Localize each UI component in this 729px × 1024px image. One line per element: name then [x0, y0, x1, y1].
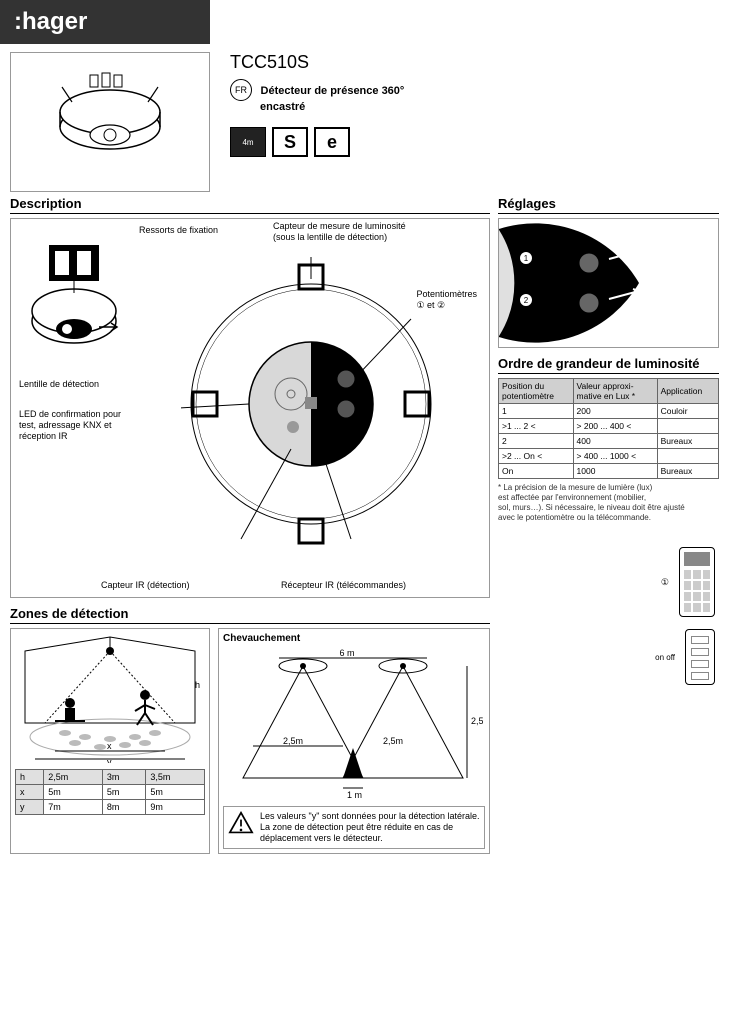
label-led: LED de confirmation pour test, adressage…	[19, 409, 139, 442]
label-recepteur-ir: Récepteur IR (télécommandes)	[281, 580, 406, 591]
table-cell: 5m	[44, 785, 103, 800]
label-capteur-ir: Capteur IR (détection)	[101, 580, 190, 591]
lux-cell: 1000	[573, 464, 657, 479]
lux-cell	[657, 419, 718, 434]
svg-text:x: x	[107, 741, 112, 751]
svg-text:2,5m: 2,5m	[283, 736, 303, 746]
overlap-icon: 6 m 2,5 m 2,5m 2,5m 1 m	[223, 648, 483, 798]
reglages-title: Réglages	[498, 196, 719, 214]
table-cell: 9m	[146, 800, 205, 815]
reglages-panel: 1 2	[498, 218, 719, 348]
lux-cell: On	[499, 464, 574, 479]
lux-cell: Bureaux	[657, 434, 718, 449]
product-subtitle-2: encastré	[260, 101, 305, 113]
product-illustration	[10, 52, 210, 192]
lux-cell	[657, 449, 718, 464]
model-number: TCC510S	[230, 52, 719, 73]
lux-cell: >2 ... On <	[499, 449, 574, 464]
lux-cell: Couloir	[657, 404, 718, 419]
table-cell: 8m	[102, 800, 145, 815]
ordre-title: Ordre de grandeur de luminosité	[498, 356, 719, 374]
description-title: Description	[10, 196, 490, 214]
table-hdr: 3m	[102, 770, 145, 785]
lux-hdr: Valeur approxi- mative en Lux *	[573, 379, 657, 404]
table-hdr: 3,5m	[146, 770, 205, 785]
table-row-hdr: y	[16, 800, 44, 815]
zones-title: Zones de détection	[10, 606, 490, 624]
product-subtitle-1: Détecteur de présence 360°	[261, 85, 405, 97]
sensor-side-icon	[19, 241, 139, 371]
sensor-front-icon	[181, 249, 441, 559]
lux-table: Position du potentiomètre Valeur approxi…	[498, 378, 719, 479]
lux-footnote: * La précision de la mesure de lumière (…	[498, 483, 719, 523]
lux-hdr: Application	[657, 379, 718, 404]
svg-text:h: h	[195, 680, 200, 690]
table-cell: 5m	[102, 785, 145, 800]
badge-4m: 4m	[230, 127, 266, 157]
zones-room-diagram: h x y h	[10, 628, 210, 854]
remote-1-row: ①	[502, 547, 715, 617]
lux-cell: 400	[573, 434, 657, 449]
label-ressorts: Ressorts de fixation	[139, 225, 218, 236]
table-hdr: h	[16, 770, 44, 785]
zones-panels: h x y h	[10, 628, 490, 854]
label-lentille: Lentille de détection	[19, 379, 99, 390]
chevauchement-title: Chevauchement	[223, 633, 485, 644]
remote-user-icon	[685, 629, 715, 685]
table-cell: 5m	[146, 785, 205, 800]
table-row-hdr: x	[16, 785, 44, 800]
zones-table: h 2,5m 3m 3,5m x 5m 5m 5m y 7m 8m	[15, 769, 205, 815]
lux-cell: > 200 ... 400 <	[573, 419, 657, 434]
warning-text: Les valeurs "y" sont données pour la dét…	[260, 811, 480, 844]
chevauchement-panel: Chevauchement 6 m 2,5 m 2,5m 2,5m	[218, 628, 490, 854]
adjustment-icon	[499, 219, 709, 347]
remote-2-row: on off	[502, 629, 715, 685]
sensor-icon	[40, 67, 180, 177]
svg-text:2,5m: 2,5m	[383, 736, 403, 746]
warning-icon	[228, 811, 254, 835]
description-panel: Ressorts de fixation Capteur de mesure d…	[10, 218, 490, 598]
lux-hdr: Position du potentiomètre	[499, 379, 574, 404]
brand-logo: :hager	[0, 0, 210, 44]
badge-s: S	[272, 127, 308, 157]
lux-cell: 2	[499, 434, 574, 449]
pot-num-2: 2	[519, 293, 533, 307]
lux-cell: Bureaux	[657, 464, 718, 479]
product-info: TCC510S FR Détecteur de présence 360° en…	[220, 52, 719, 192]
lux-cell: 200	[573, 404, 657, 419]
room-icon: h x y	[15, 633, 205, 763]
cert-badges: 4m S e	[230, 127, 719, 157]
remote-2-label: on off	[655, 653, 675, 662]
header-row: TCC510S FR Détecteur de présence 360° en…	[0, 44, 729, 196]
remotes-section: ① on off	[498, 543, 719, 689]
zones-warning: Les valeurs "y" sont données pour la dét…	[223, 806, 485, 849]
lux-cell: >1 ... 2 <	[499, 419, 574, 434]
lux-cell: 1	[499, 404, 574, 419]
badge-e: e	[314, 127, 350, 157]
remote-1-label: ①	[661, 577, 669, 588]
lux-cell: > 400 ... 1000 <	[573, 449, 657, 464]
table-cell: 7m	[44, 800, 103, 815]
table-hdr: 2,5m	[44, 770, 103, 785]
label-capteur-lum: Capteur de mesure de luminosité (sous la…	[273, 221, 406, 243]
language-badge: FR	[230, 79, 252, 101]
svg-text:2,5 m: 2,5 m	[471, 716, 483, 726]
remote-installer-icon	[679, 547, 715, 617]
pot-num-1: 1	[519, 251, 533, 265]
svg-text:6 m: 6 m	[339, 648, 354, 658]
svg-text:y: y	[107, 757, 112, 763]
svg-text:1 m: 1 m	[347, 790, 362, 798]
